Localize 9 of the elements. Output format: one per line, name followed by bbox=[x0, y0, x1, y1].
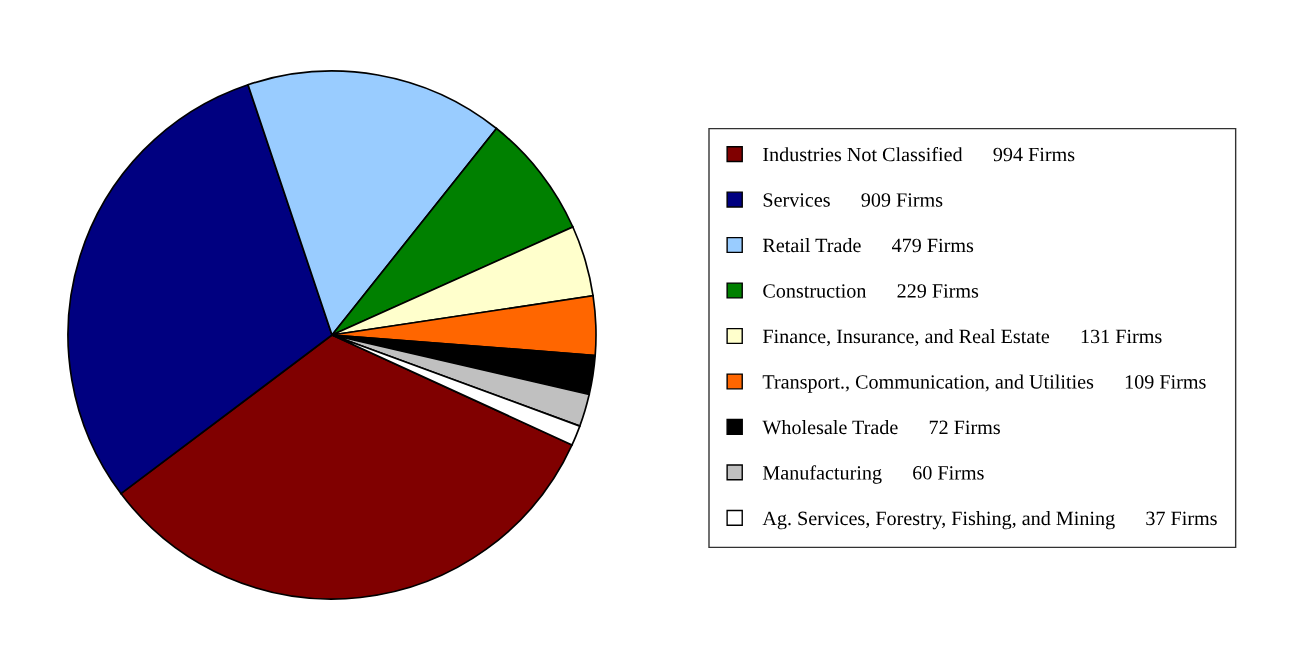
legend-label: Wholesale Trade 72 Firms bbox=[762, 419, 1000, 435]
legend-label: Retail Trade 479 Firms bbox=[762, 238, 974, 253]
legend-label: Finance, Insurance, and Real Estate 131 Firms bbox=[762, 329, 1162, 347]
legend-label: Ag. Services, Forestry, Fishing, and Mining 37 Firms bbox=[762, 510, 1217, 530]
legend-label: Manufacturing 60 Firms bbox=[762, 465, 984, 484]
legend-label: Industries Not Classified 994 Firms bbox=[763, 146, 1075, 162]
legend-label: Construction 229 Firms bbox=[763, 284, 979, 298]
legend-label: Transport., Communication, and Utilities 109 Firms bbox=[762, 374, 1206, 393]
legend-label: Services 909 Firms bbox=[763, 193, 943, 207]
